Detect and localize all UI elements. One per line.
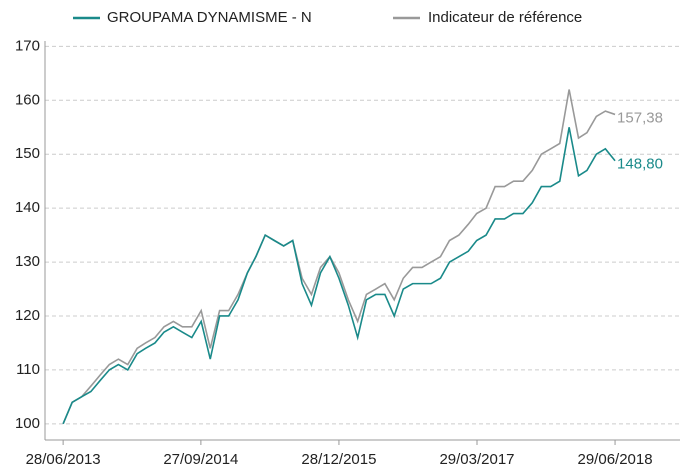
y-tick-label: 100 [15,415,40,432]
value-label: 157,38 [617,109,663,126]
y-tick-label: 150 [15,145,40,162]
x-tick-label: 28/12/2015 [301,451,376,466]
legend-label: Indicateur de référence [428,9,582,26]
x-tick-label: 29/03/2017 [439,451,514,466]
x-tick-label: 29/06/2018 [578,451,653,466]
value-label: 148,80 [617,156,663,173]
x-tick-label: 27/09/2014 [163,451,238,466]
y-tick-label: 110 [16,361,40,378]
series-line [62,127,616,425]
y-tick-label: 120 [15,307,40,324]
y-tick-label: 130 [15,253,40,270]
series-line [62,89,616,425]
x-tick-label: 28/06/2013 [26,451,101,466]
y-tick-label: 160 [15,91,40,108]
legend-label: GROUPAMA DYNAMISME - N [107,9,312,26]
y-tick-label: 140 [15,199,40,216]
y-tick-label: 170 [15,37,40,54]
